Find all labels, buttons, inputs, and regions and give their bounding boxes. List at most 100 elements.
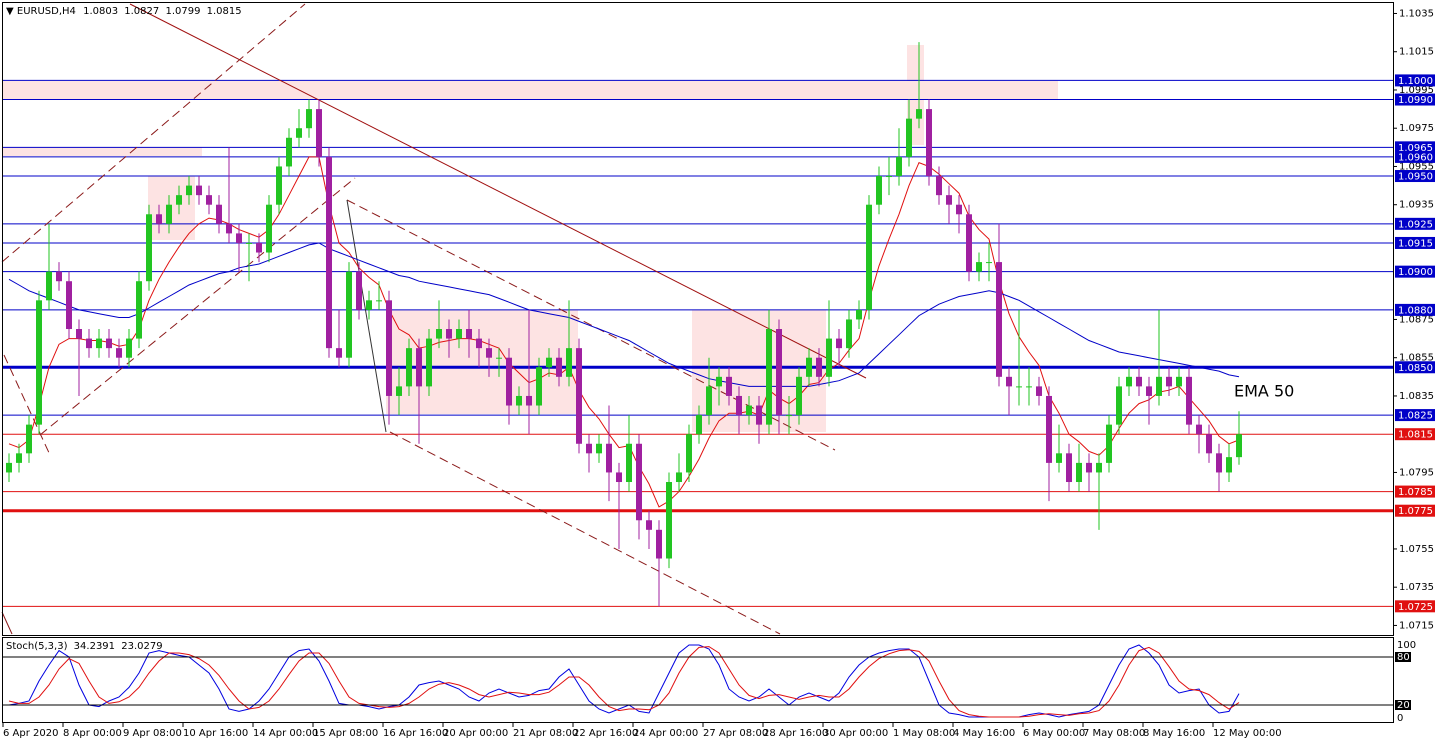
candle-body <box>346 271 352 358</box>
x-tick-label: 22 Apr 16:00 <box>573 728 638 739</box>
candle-body <box>366 300 372 310</box>
candle-body <box>446 329 452 339</box>
level-tag <box>1395 485 1435 498</box>
candle-body <box>686 434 692 473</box>
collapse-icon: ▼ <box>6 6 17 17</box>
stoch-signal-value: 23.0279 <box>121 641 162 652</box>
candle-body <box>946 195 952 205</box>
x-tick-label: 12 May 00:00 <box>1213 728 1282 739</box>
candle-body <box>76 329 82 339</box>
candle-body <box>466 329 472 339</box>
candle-body <box>806 357 812 377</box>
candle-body <box>916 109 922 119</box>
candle-body <box>766 329 772 425</box>
candle-body <box>1156 376 1162 396</box>
level-tag <box>1395 141 1435 154</box>
candle-body <box>836 338 842 349</box>
candle-body <box>356 271 362 310</box>
candle-body <box>716 376 722 387</box>
axes: 1.1035 1.1015 1.0995 1.0975 1.0955 1.0935 1.08… <box>2 8 1435 739</box>
trend-line <box>389 431 781 635</box>
y-tick-label: 80 <box>1397 652 1410 663</box>
candle-body <box>726 376 732 396</box>
candle-body <box>16 453 22 463</box>
x-tick-label: 15 Apr 08:00 <box>313 728 378 739</box>
moving-averages <box>8 156 1240 508</box>
candle-body <box>936 176 942 196</box>
candle-body <box>1026 386 1032 388</box>
ma-line <box>8 242 1240 387</box>
x-tick-label: 7 May 08:00 <box>1083 728 1145 739</box>
y-tick-label: 1.0735 <box>1399 582 1434 593</box>
candle-body <box>586 443 592 454</box>
trend-line <box>129 3 867 379</box>
trend-line <box>1 3 306 263</box>
x-tick-label: 28 Apr 16:00 <box>763 728 828 739</box>
candle-body <box>706 386 712 416</box>
y-tick-label: 1.0995 <box>1399 85 1434 96</box>
candle-body <box>36 300 42 425</box>
candle-body <box>286 137 292 167</box>
level-tag <box>1395 170 1435 183</box>
y-tick-label: 0 <box>1397 713 1403 724</box>
y-tick-label: 1.0715 <box>1399 620 1434 631</box>
x-tick-label: 1 May 08:00 <box>893 728 955 739</box>
candle-body <box>96 338 102 349</box>
last-close: 1.0815 <box>207 6 242 17</box>
x-tick-label: 20 Apr 00:00 <box>443 728 508 739</box>
level-tag-label: 1.0925 <box>1398 219 1433 230</box>
level-tag <box>1395 361 1435 374</box>
candle-body <box>1066 453 1072 483</box>
candle-body <box>846 319 852 349</box>
candle-body <box>526 395 532 406</box>
candle-body <box>926 109 932 177</box>
candle-body <box>1166 376 1172 387</box>
level-tag <box>1395 93 1435 106</box>
level-tag-label: 1.0960 <box>1398 152 1433 163</box>
y-tick-label: 1.0755 <box>1399 544 1434 555</box>
candle-body <box>216 204 222 224</box>
candle-body <box>296 128 302 138</box>
y-tick-label: 100 <box>1397 640 1416 651</box>
candle-body <box>666 482 672 559</box>
candle-body <box>776 329 782 416</box>
y-tick-label: 1.1015 <box>1399 47 1434 58</box>
candle-body <box>66 281 72 330</box>
y-tick-label: 1.0935 <box>1399 200 1434 211</box>
level-tag-label: 1.0850 <box>1398 363 1433 374</box>
candle-body <box>796 376 802 416</box>
candle-body <box>816 357 822 377</box>
candle-body <box>656 529 662 559</box>
candle-body <box>1116 386 1122 425</box>
candle-body <box>256 242 262 253</box>
candle-body <box>1076 462 1082 483</box>
candle-body <box>546 357 552 368</box>
annotation: EMA 50 <box>1234 382 1294 401</box>
trend-line <box>39 177 356 436</box>
candle-body <box>996 262 1002 377</box>
candle-body <box>326 156 332 349</box>
level-tag <box>1395 409 1435 422</box>
candle-body <box>566 348 572 377</box>
candle-body <box>26 424 32 454</box>
candle-body <box>56 271 62 282</box>
candle-body <box>1106 424 1112 463</box>
chart-header: ▼ EURUSD,H4 1.0803 1.0827 1.0799 1.0815 <box>6 6 242 17</box>
candle-body <box>46 271 52 301</box>
candle-body <box>176 195 182 205</box>
candle-body <box>756 405 762 425</box>
candle-body <box>976 262 982 272</box>
y-tick-tag <box>1395 652 1411 662</box>
y-tick-label: 1.0955 <box>1399 161 1434 172</box>
candle-body <box>626 443 632 483</box>
candle-body <box>406 348 412 387</box>
indicator-title: Stoch(5,3,3) <box>6 641 68 652</box>
x-tick-label: 10 Apr 16:00 <box>183 728 248 739</box>
candle-body <box>1206 434 1212 454</box>
level-tag-label: 1.0815 <box>1398 430 1433 441</box>
level-tag-label: 1.0950 <box>1398 172 1433 183</box>
candle-body <box>1096 462 1102 473</box>
candle-body <box>136 281 142 339</box>
candle-body <box>576 348 582 444</box>
